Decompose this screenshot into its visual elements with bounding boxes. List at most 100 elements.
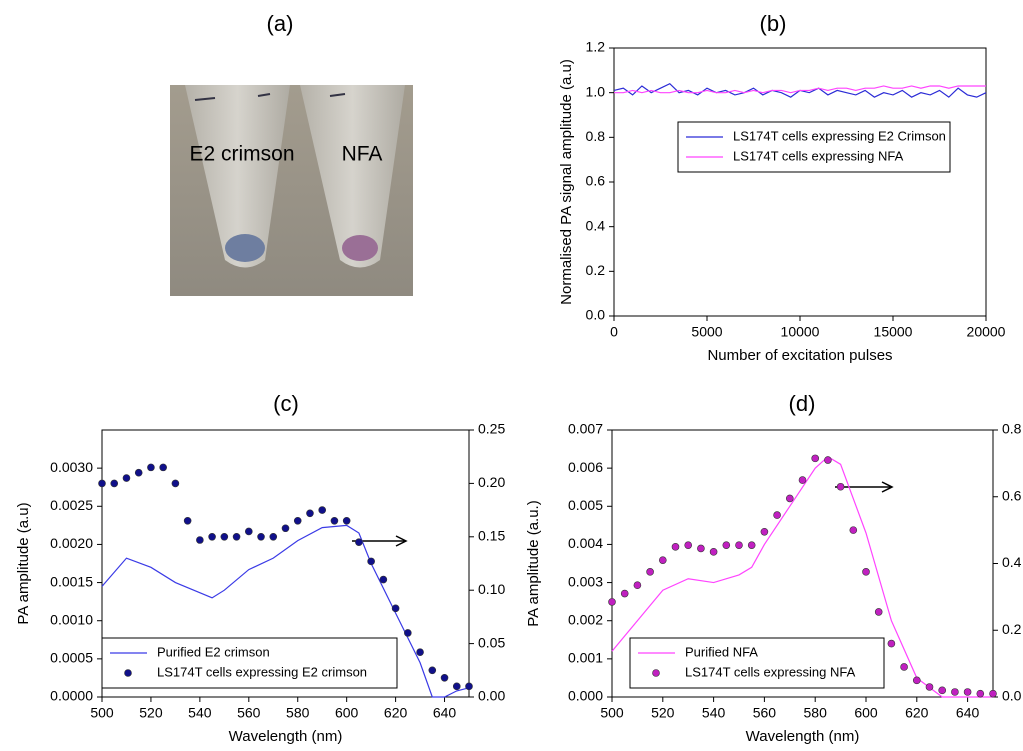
- x-tick-label: 540: [702, 705, 726, 721]
- series-point: [208, 532, 216, 541]
- series-point: [98, 479, 106, 488]
- photo: [170, 85, 413, 296]
- series-point: [306, 509, 314, 518]
- legend-swatch: [124, 669, 132, 677]
- y-tick-label: 0.007: [568, 421, 603, 437]
- y-tick-label: 0.0015: [50, 573, 93, 589]
- y2-tick-label: 0.20: [478, 474, 505, 490]
- series-point: [760, 527, 769, 536]
- arrow: [352, 481, 894, 547]
- legend: [677, 121, 951, 173]
- series-line: [101, 524, 470, 698]
- y-tick-label: 0.8: [586, 128, 606, 144]
- x-tick-label: 600: [854, 705, 878, 721]
- y-tick-label: 0.006: [568, 459, 603, 475]
- y-tick-label: 0.0010: [50, 611, 93, 627]
- series-point: [196, 536, 204, 544]
- y2-tick-label: 0.0: [1002, 688, 1022, 704]
- series-point: [269, 532, 278, 541]
- series-point: [722, 541, 731, 549]
- y-tick-label: 0.0: [586, 307, 606, 323]
- series-point: [452, 682, 461, 691]
- y-axis-label: PA amplitude (a.u): [15, 502, 32, 624]
- series-point: [620, 589, 629, 598]
- series-point: [824, 456, 832, 464]
- x-tick-label: 640: [433, 705, 457, 721]
- x-tick-label: 600: [335, 705, 359, 721]
- y-tick-label: 0.000: [568, 688, 603, 704]
- photo-label: E2 crimson: [189, 143, 294, 166]
- chart-title: (b): [760, 11, 787, 36]
- y2-tick-label: 0.8: [1002, 421, 1022, 437]
- series-point: [183, 516, 192, 525]
- series-point: [697, 544, 705, 553]
- series-point: [811, 454, 820, 463]
- series-line: [614, 85, 986, 94]
- x-tick-label: 500: [90, 705, 114, 721]
- y-axis-label: Normalised PA signal amplitude (a.u): [558, 59, 575, 305]
- y-tick-label: 0.002: [568, 611, 603, 627]
- x-tick-label: 540: [188, 705, 212, 721]
- series-point: [416, 648, 424, 656]
- series-point: [938, 686, 947, 695]
- y-tick-label: 0.2: [586, 262, 606, 278]
- y-tick-label: 0.0020: [50, 535, 93, 551]
- series-point: [773, 511, 781, 519]
- x-axis-label: Wavelength (nm): [746, 728, 860, 745]
- series-point: [245, 527, 253, 536]
- x-tick-label: 10000: [781, 324, 820, 340]
- legend-label: LS174T cells expressing NFA: [733, 148, 904, 163]
- series-point: [887, 639, 896, 648]
- y2-tick-label: 0.2: [1002, 621, 1022, 637]
- y2-tick-label: 0.6: [1002, 487, 1022, 503]
- y-tick-label: 0.6: [586, 173, 606, 189]
- series-point: [912, 676, 921, 685]
- y2-tick-label: 0.00: [478, 688, 505, 704]
- photo-label: NFA: [342, 143, 383, 166]
- x-tick-label: 580: [286, 705, 310, 721]
- series-point: [171, 479, 180, 488]
- legend: [101, 637, 398, 689]
- x-tick-label: 560: [753, 705, 777, 721]
- series-point: [646, 568, 654, 576]
- series-point: [747, 541, 756, 549]
- y2-tick-label: 0.10: [478, 581, 505, 597]
- x-axis-label: Wavelength (nm): [229, 728, 343, 745]
- series-point: [989, 689, 997, 698]
- series-point: [257, 532, 265, 541]
- y2-tick-label: 0.05: [478, 634, 505, 650]
- legend-label: LS174T cells expressing E2 crimson: [157, 664, 367, 679]
- y-tick-label: 1.0: [586, 83, 606, 99]
- x-tick-label: 5000: [691, 324, 722, 340]
- x-tick-label: 0: [610, 324, 618, 340]
- series-point: [465, 682, 473, 691]
- series-point: [220, 532, 229, 541]
- x-tick-label: 560: [237, 705, 261, 721]
- legend-label: Purified E2 crimson: [157, 644, 270, 659]
- series-point: [293, 516, 302, 525]
- series-point: [925, 683, 934, 691]
- chart-title: (d): [789, 391, 816, 416]
- x-axis-label: Number of excitation pulses: [707, 347, 892, 364]
- panel-title: (a): [267, 11, 294, 36]
- x-tick-label: 520: [651, 705, 675, 721]
- series-point: [367, 557, 375, 566]
- series-point: [608, 598, 616, 606]
- y-tick-label: 0.001: [568, 650, 603, 666]
- series-point: [684, 541, 693, 549]
- y-tick-label: 0.004: [568, 535, 603, 551]
- series-point: [658, 556, 667, 564]
- y-tick-label: 0.0005: [50, 650, 93, 666]
- series-point: [318, 506, 327, 514]
- y2-tick-label: 0.15: [478, 528, 505, 544]
- series-point: [355, 538, 363, 546]
- series-point: [428, 666, 437, 675]
- legend: [629, 637, 885, 689]
- x-tick-label: 520: [139, 705, 163, 721]
- series-point: [379, 575, 388, 584]
- series-point: [735, 541, 743, 549]
- plot-frame: [101, 429, 470, 698]
- series-point: [785, 494, 794, 503]
- y-tick-label: 0.0030: [50, 459, 93, 475]
- x-tick-label: 580: [804, 705, 828, 721]
